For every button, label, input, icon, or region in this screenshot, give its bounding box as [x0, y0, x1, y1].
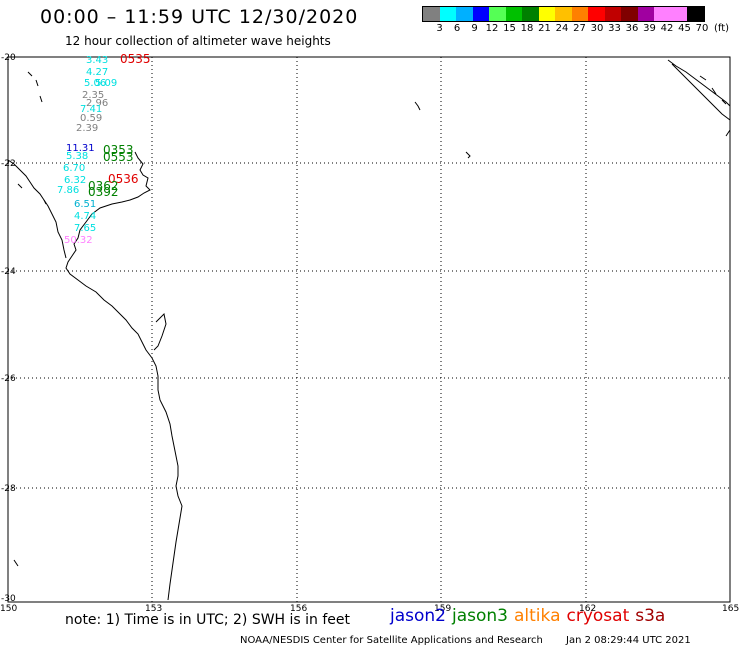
- lat-label: -20: [1, 53, 16, 63]
- scale-label: 18: [520, 23, 534, 34]
- obs-label: 0362: [88, 179, 119, 193]
- map-title: 00:00 – 11:59 UTC 12/30/2020: [40, 6, 359, 28]
- scale-swatch: [637, 7, 654, 21]
- obs-label: 6.32: [64, 175, 86, 186]
- scale-label: (ft): [713, 23, 730, 34]
- satellite-s3a: s3a: [635, 606, 666, 626]
- map-frame: [7, 56, 731, 603]
- scale-swatch: [456, 7, 473, 21]
- obs-label: 2.35: [82, 90, 104, 101]
- satellite-jason2: jason2: [390, 606, 446, 626]
- scale-label: 36: [625, 23, 639, 34]
- satellite-jason3: jason3: [452, 606, 508, 626]
- credit-org: NOAA/NESDIS Center for Satellite Applica…: [240, 635, 543, 646]
- scale-label: 21: [538, 23, 551, 34]
- wave-height-color-scale: [422, 6, 705, 22]
- obs-label: 5.09: [95, 78, 117, 89]
- scale-swatch: [423, 7, 440, 21]
- coastline-islands-north: [13, 71, 47, 567]
- lon-label: 165: [722, 604, 739, 614]
- obs-label: 0353: [103, 143, 134, 157]
- scale-label: 15: [503, 23, 516, 34]
- scale-label: 45: [678, 23, 691, 34]
- scale-swatch: [687, 7, 704, 21]
- obs-label: 4.27: [86, 67, 108, 78]
- obs-label: 0.59: [80, 113, 102, 124]
- reef-marks: [414, 101, 471, 159]
- lat-label: -30: [1, 594, 16, 604]
- scale-swatch: [654, 7, 671, 21]
- obs-label: 3.43: [86, 55, 108, 66]
- obs-label: 4.74: [74, 211, 96, 222]
- lon-label: 150: [0, 604, 17, 614]
- satellite-legend: jason2 jason3 altika cryosat s3a: [390, 606, 671, 626]
- scale-swatch: [439, 7, 456, 21]
- lon-label: 153: [145, 604, 162, 614]
- map-subtitle: 12 hour collection of altimeter wave hei…: [65, 34, 331, 48]
- obs-label: 11.31: [66, 143, 95, 154]
- obs-label: 0536: [108, 172, 139, 186]
- credit-line: NOAA/NESDIS Center for Satellite Applica…: [240, 635, 691, 646]
- obs-label: 7.41: [80, 104, 102, 115]
- obs-label: 6.51: [74, 199, 96, 210]
- axis-labels: -20 -22 -24 -26 -28 -30 150 153 156 159 …: [0, 53, 739, 614]
- scale-label: 30: [590, 23, 604, 34]
- scale-swatch: [538, 7, 555, 21]
- lon-label: 162: [579, 604, 596, 614]
- obs-label: 5.06: [84, 78, 106, 89]
- lon-label: 156: [290, 604, 307, 614]
- obs-label: 0553: [103, 150, 134, 164]
- scale-swatch: [522, 7, 539, 21]
- coastline-australia: [65, 151, 183, 601]
- lat-label: -22: [1, 159, 16, 169]
- scale-label: 39: [643, 23, 656, 34]
- satellite-cryosat: cryosat: [566, 606, 630, 626]
- scale-swatch: [571, 7, 588, 21]
- scale-label: 6: [453, 23, 461, 34]
- coastline-fraser-island: [153, 312, 167, 351]
- scale-label: 3: [436, 23, 443, 34]
- scale-swatch: [670, 7, 687, 21]
- observation-labels: 3.43 0535 4.27 5.06 5.09 2.35 2.96 7.41 …: [57, 52, 151, 246]
- lat-label: -24: [1, 267, 16, 277]
- scale-swatch: [621, 7, 638, 21]
- scale-swatch: [588, 7, 605, 21]
- obs-label: 0392: [88, 185, 119, 199]
- obs-label: 7.65: [74, 223, 96, 234]
- scale-label: 24: [555, 23, 569, 34]
- wave-height-scale-labels: 3 6 9 12 15 18 21 24 27 30 33 36 39 42 45 70 (ft): [422, 23, 740, 35]
- obs-label: 5.38: [66, 151, 88, 162]
- obs-label: 50.32: [64, 235, 93, 246]
- scale-label: 70: [695, 23, 709, 34]
- coastline-new-caledonia: [667, 59, 731, 137]
- obs-label: 2.96: [86, 98, 108, 109]
- scale-label: 33: [608, 23, 621, 34]
- generated-timestamp: Jan 2 08:29:44 UTC 2021: [566, 635, 691, 646]
- coastline-queensland-north: [7, 159, 67, 259]
- obs-label: 6.70: [63, 163, 85, 174]
- footer-note: note: 1) Time is in UTC; 2) SWH is in fe…: [65, 612, 351, 628]
- lat-label: -26: [1, 374, 16, 384]
- scale-swatch: [505, 7, 522, 21]
- graticule: [8, 57, 730, 602]
- scale-swatch: [604, 7, 621, 21]
- obs-label: 2.39: [76, 123, 98, 134]
- scale-swatch: [472, 7, 489, 21]
- obs-label: 7.86: [57, 185, 79, 196]
- scale-swatch: [555, 7, 572, 21]
- lat-label: -28: [1, 484, 16, 494]
- scale-label: 9: [471, 23, 478, 34]
- scale-label: 27: [573, 23, 586, 34]
- scale-label: 12: [485, 23, 499, 34]
- scale-swatch: [489, 7, 506, 21]
- obs-label: 0535: [120, 52, 151, 66]
- lon-label: 159: [434, 604, 451, 614]
- scale-label: 42: [660, 23, 674, 34]
- satellite-altika: altika: [514, 606, 561, 626]
